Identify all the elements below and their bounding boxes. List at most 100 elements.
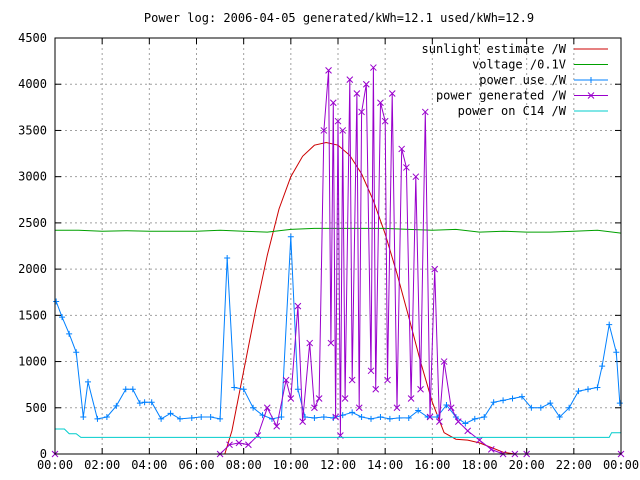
plus-marker: [566, 404, 573, 411]
x-tick-label: 20:00: [509, 458, 545, 472]
x-marker: [440, 358, 448, 365]
plus-marker: [606, 321, 613, 328]
x-marker: [464, 427, 472, 435]
x-marker: [273, 422, 281, 430]
plus-marker: [349, 409, 356, 416]
plus-marker: [278, 414, 285, 421]
plus-marker: [103, 414, 110, 421]
x-marker: [341, 395, 349, 402]
plus-marker: [471, 415, 478, 422]
y-tick-label: 2500: [18, 216, 47, 230]
plus-marker: [66, 330, 73, 337]
series-3: [51, 64, 625, 458]
x-marker: [306, 339, 314, 347]
plus-marker: [198, 414, 205, 421]
x-marker: [476, 436, 483, 444]
plus-marker: [59, 314, 66, 321]
plus-marker: [224, 255, 231, 262]
x-marker: [334, 117, 342, 125]
plus-marker: [575, 388, 582, 395]
legend-label: power on C14 /W: [458, 104, 567, 118]
x-marker: [353, 90, 361, 97]
plus-marker: [481, 414, 488, 421]
legend-label: power use /W: [479, 73, 566, 87]
x-marker: [263, 404, 271, 412]
x-marker: [372, 385, 380, 393]
x-marker: [311, 404, 318, 412]
plus-marker: [537, 404, 544, 411]
plus-marker: [158, 415, 165, 422]
x-marker: [362, 80, 370, 88]
plus-marker: [136, 400, 143, 407]
plus-marker: [386, 415, 393, 422]
plus-marker: [528, 404, 535, 411]
plus-marker: [509, 395, 516, 402]
x-tick-label: 22:00: [556, 458, 592, 472]
x-tick-label: 16:00: [414, 458, 450, 472]
x-marker: [421, 108, 429, 116]
plus-marker: [207, 414, 214, 421]
plus-marker: [415, 407, 422, 414]
x-tick-label: 18:00: [461, 458, 497, 472]
legend-label: sunlight estimate /W: [422, 42, 567, 56]
plus-marker: [396, 414, 403, 421]
x-marker: [320, 127, 328, 134]
x-marker: [346, 76, 354, 83]
plus-marker: [73, 349, 80, 356]
y-tick-label: 4000: [18, 77, 47, 91]
x-marker: [294, 302, 302, 310]
x-marker: [355, 404, 363, 412]
plus-marker: [167, 410, 174, 417]
x-tick-label: 02:00: [84, 458, 120, 472]
plus-marker: [405, 414, 412, 421]
x-marker: [327, 339, 335, 347]
plus-marker: [584, 386, 591, 393]
plus-marker: [176, 415, 183, 422]
plus-marker: [500, 397, 507, 404]
x-marker: [332, 413, 339, 421]
plus-marker: [53, 298, 60, 305]
y-tick-label: 0: [40, 447, 47, 461]
x-marker: [315, 395, 323, 402]
plus-marker: [122, 386, 129, 393]
x-marker: [487, 446, 495, 453]
x-marker: [447, 404, 455, 412]
x-marker: [245, 441, 252, 449]
x-marker: [426, 413, 434, 421]
plus-marker: [320, 414, 327, 421]
x-marker: [329, 99, 337, 107]
x-marker: [381, 117, 389, 125]
plus-marker: [518, 393, 525, 400]
x-marker: [431, 265, 439, 273]
series-layer: [51, 64, 625, 458]
x-tick-label: 08:00: [226, 458, 262, 472]
x-marker: [235, 439, 243, 447]
series-2: [53, 233, 623, 427]
legend-label: voltage /0.1V: [472, 58, 566, 72]
x-tick-label: 04:00: [131, 458, 167, 472]
plus-marker: [462, 420, 469, 427]
x-tick-label: 00:00: [603, 458, 639, 472]
plus-marker: [113, 402, 120, 409]
plus-marker: [85, 378, 92, 385]
x-marker: [393, 404, 401, 412]
plus-marker: [80, 414, 87, 421]
x-tick-label: 14:00: [367, 458, 403, 472]
x-tick-label: 06:00: [178, 458, 214, 472]
plus-marker: [217, 415, 224, 422]
plus-marker: [556, 414, 563, 421]
x-marker: [325, 67, 332, 74]
y-tick-label: 3000: [18, 170, 47, 184]
chart-title: Power log: 2006-04-05 generated/kWh=12.1…: [144, 11, 534, 25]
x-marker: [370, 64, 377, 71]
y-tick-label: 1500: [18, 308, 47, 322]
plus-marker: [94, 415, 101, 422]
x-marker: [587, 92, 595, 99]
y-tick-label: 2000: [18, 262, 47, 276]
plus-marker: [129, 386, 136, 393]
plus-marker: [616, 400, 623, 407]
y-tick-label: 3500: [18, 123, 47, 137]
x-marker: [282, 376, 290, 384]
x-marker: [377, 99, 384, 107]
